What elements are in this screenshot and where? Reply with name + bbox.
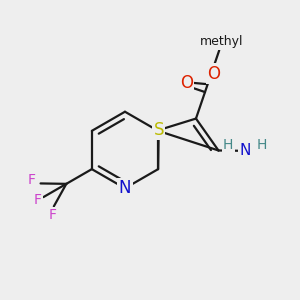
Text: F: F <box>28 173 36 187</box>
Text: N: N <box>119 179 131 197</box>
Text: O: O <box>180 74 193 92</box>
Text: O: O <box>207 65 220 83</box>
Text: H: H <box>256 138 267 152</box>
Text: F: F <box>49 208 56 222</box>
Text: N: N <box>239 143 251 158</box>
Text: methyl: methyl <box>200 35 244 48</box>
Text: S: S <box>153 121 164 139</box>
Text: F: F <box>34 193 42 207</box>
Text: H: H <box>223 138 233 152</box>
